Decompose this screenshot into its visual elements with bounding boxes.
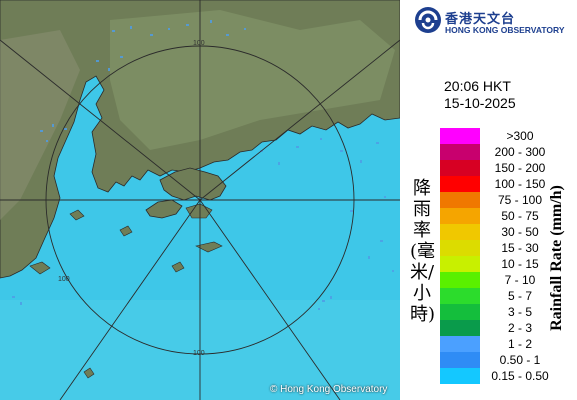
radar-map: 100 100 100 © Hong Kong Observatory [0, 0, 400, 400]
legend-swatch [440, 144, 480, 160]
legend-title-chinese: 降雨率(毫米/小時) [410, 178, 436, 325]
legend-label: 15 - 30 [501, 241, 539, 255]
legend-swatch [440, 256, 480, 272]
legend-label: >300 [506, 129, 534, 143]
legend-item: 15 - 30 [440, 240, 570, 256]
legend-item: >300 [440, 128, 570, 144]
legend-label: 0.50 - 1 [499, 353, 541, 367]
legend-item: 75 - 100 [440, 192, 570, 208]
legend-label: 0.15 - 0.50 [491, 369, 549, 383]
legend-swatch [440, 240, 480, 256]
legend-item: 200 - 300 [440, 144, 570, 160]
legend-label: 2 - 3 [507, 321, 532, 335]
legend-label: 5 - 7 [507, 289, 532, 303]
range-ring-label-southwest: 100 [58, 276, 70, 283]
observatory-logo-icon [415, 7, 441, 33]
legend-item: 7 - 10 [440, 272, 570, 288]
legend-swatch [440, 288, 480, 304]
legend-swatch [440, 176, 480, 192]
legend-swatch [440, 368, 480, 384]
legend-label: 200 - 300 [494, 145, 546, 159]
legend-label: 3 - 5 [507, 305, 532, 319]
legend-item: 100 - 150 [440, 176, 570, 192]
legend-item: 1 - 2 [440, 336, 570, 352]
lantau-island [145, 199, 183, 219]
legend-item: 0.15 - 0.50 [440, 368, 570, 384]
timestamp-date: 15-10-2025 [444, 95, 516, 111]
legend-swatch [440, 336, 480, 352]
legend-label: 30 - 50 [501, 225, 539, 239]
legend-item: 2 - 3 [440, 320, 570, 336]
logo-english-text: HONG KONG OBSERVATORY [445, 25, 565, 35]
legend-swatch [440, 320, 480, 336]
legend-label: 100 - 150 [494, 177, 546, 191]
legend-swatch [440, 208, 480, 224]
legend-item: 0.50 - 1 [440, 352, 570, 368]
legend-swatch [440, 272, 480, 288]
legend-label: 10 - 15 [501, 257, 539, 271]
legend-swatch [440, 160, 480, 176]
radar-map-image [0, 0, 400, 400]
legend-label: 1 - 2 [507, 337, 532, 351]
legend-swatch [440, 304, 480, 320]
legend-label: 50 - 75 [501, 209, 539, 223]
legend-item: 30 - 50 [440, 224, 570, 240]
legend-swatch [440, 128, 480, 144]
radar-echoes [12, 20, 394, 310]
range-rings [0, 0, 400, 400]
legend-item: 3 - 5 [440, 304, 570, 320]
legend-panel: 香港天文台 HONG KONG OBSERVATORY 20:06 HKT 15… [400, 0, 577, 400]
legend-item: 5 - 7 [440, 288, 570, 304]
logo-chinese-text: 香港天文台 [445, 12, 516, 27]
legend-swatch [440, 192, 480, 208]
legend-swatch [440, 224, 480, 240]
legend-item: 10 - 15 [440, 256, 570, 272]
legend-item: 150 - 200 [440, 160, 570, 176]
legend-item: 50 - 75 [440, 208, 570, 224]
hko-logo: 香港天文台 HONG KONG OBSERVATORY [414, 6, 574, 36]
legend-label: 75 - 100 [497, 193, 543, 207]
legend-swatch [440, 352, 480, 368]
timestamp-time: 20:06 HKT [444, 78, 511, 94]
timestamp: 20:06 HKT 15-10-2025 [444, 78, 516, 112]
legend-label: 7 - 10 [504, 273, 536, 287]
legend-label: 150 - 200 [494, 161, 546, 175]
copyright-notice: © Hong Kong Observatory [270, 384, 388, 395]
range-ring-label-north: 100 [193, 40, 205, 47]
range-ring-label-south: 100 [193, 350, 205, 357]
